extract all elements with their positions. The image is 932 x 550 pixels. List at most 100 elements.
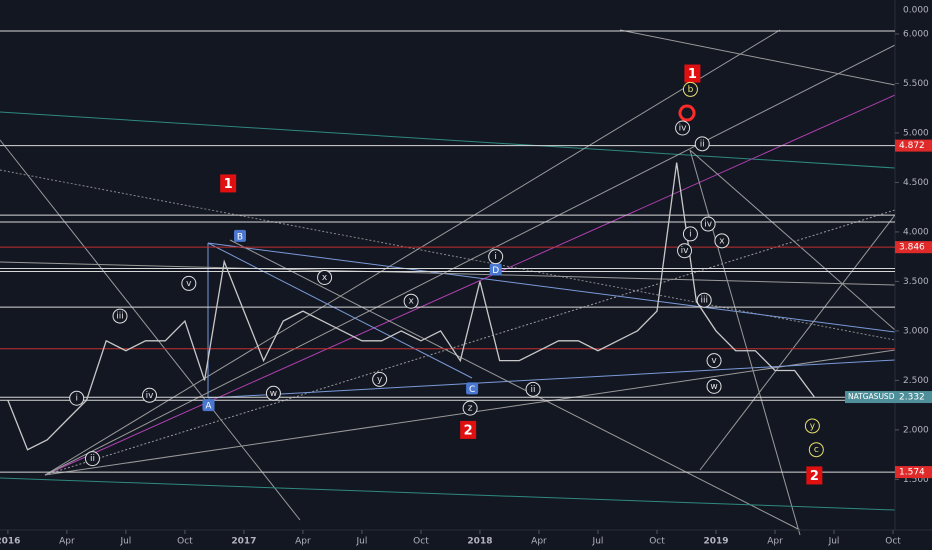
wave-label: z (462, 400, 478, 416)
label-text: z (468, 404, 473, 414)
label-circle (682, 81, 698, 97)
wave-label: 1 (684, 64, 701, 83)
label-circle (808, 442, 824, 458)
x-tick-label: Jul (592, 537, 604, 547)
label-box (806, 466, 823, 485)
label-circle (700, 216, 716, 232)
label-text: D (492, 266, 499, 276)
label-circle (677, 243, 693, 259)
symbol-tag (845, 391, 895, 404)
label-text: B (237, 232, 243, 242)
label-box (202, 399, 215, 412)
label-text: c (814, 445, 819, 455)
label-text: v (186, 279, 192, 289)
label-text: i (494, 252, 497, 262)
wave-label: iii (696, 292, 712, 308)
wave-label: iv (675, 120, 691, 136)
wave-label: 2 (460, 420, 477, 439)
wave-label: x (403, 293, 419, 309)
label-text: 2 (464, 423, 473, 438)
symbol-tag-label: NATGASUSD (848, 392, 895, 401)
label-circle (682, 226, 698, 242)
wave-label: B (233, 229, 246, 242)
label-text: x (719, 236, 725, 246)
wave-label: ii (84, 451, 100, 467)
label-text: ii (531, 385, 536, 395)
wave-label: 2 (806, 466, 823, 485)
label-text: iv (679, 123, 688, 133)
x-tick-label: 2019 (703, 537, 728, 547)
x-tick-label: 2017 (231, 537, 256, 547)
label-circle (525, 381, 541, 397)
x-tick-label: Oct (413, 537, 429, 547)
label-text: 1 (688, 67, 697, 82)
x-tick-label: Jul (119, 537, 131, 547)
x-tick-label: Jul (828, 537, 840, 547)
label-text: x (322, 273, 328, 283)
label-circle (317, 269, 333, 285)
x-tick-label: Oct (177, 537, 193, 547)
wave-label: w (706, 378, 722, 394)
label-text: b (688, 85, 694, 95)
label-text: w (710, 382, 717, 392)
x-tick-label: Apr (767, 537, 783, 547)
label-circle (488, 249, 504, 265)
price-tag (895, 241, 932, 254)
wave-label: b (682, 81, 698, 97)
label-circle (84, 451, 100, 467)
label-box (220, 174, 237, 193)
x-tick-label: 2016 (0, 537, 20, 547)
label-circle (462, 400, 478, 416)
label-text: w (270, 389, 277, 399)
wave-label: ii (694, 136, 710, 152)
label-text: iii (116, 312, 124, 322)
price-tag (895, 466, 932, 479)
price-tag-label: 4.872 (899, 141, 925, 151)
label-box (466, 382, 479, 395)
label-circle (69, 390, 85, 406)
label-text: x (408, 297, 414, 307)
wave-label: iv (677, 243, 693, 259)
label-text: iii (700, 296, 708, 306)
price-tag-label: 3.846 (899, 243, 925, 253)
axis-top-label: 0.000 (903, 6, 929, 16)
label-text: y (810, 421, 816, 431)
label-text: i (689, 229, 692, 239)
label-circle (265, 385, 281, 401)
x-tick-label: Apr (531, 537, 547, 547)
wave-label: A (202, 399, 215, 412)
y-tick-label: 2.500 (903, 376, 929, 386)
label-text: iv (704, 220, 713, 230)
label-text: y (377, 375, 383, 385)
label-circle (372, 371, 388, 387)
wave-label: y (372, 371, 388, 387)
label-circle (706, 378, 722, 394)
y-tick-label: 1.500 (903, 475, 929, 485)
wave-label: i (488, 249, 504, 265)
wave-label: iv (141, 387, 157, 403)
label-circle (112, 308, 128, 324)
y-tick-label: 2.000 (903, 425, 929, 435)
wave-label: v (706, 353, 722, 369)
label-box (489, 263, 502, 276)
x-tick-label: Jul (356, 537, 368, 547)
label-circle (696, 292, 712, 308)
label-text: ii (700, 139, 705, 149)
x-tick-label: Apr (59, 537, 75, 547)
label-circle (714, 233, 730, 249)
label-text: i (75, 394, 78, 404)
x-tick-label: Apr (295, 537, 311, 547)
wave-label: C (466, 382, 479, 395)
label-box (684, 64, 701, 83)
wave-label: v (181, 275, 197, 291)
label-circle (706, 353, 722, 369)
label-circle (694, 136, 710, 152)
y-tick-label: 5.500 (903, 79, 929, 89)
y-tick-label: 3.500 (903, 277, 929, 287)
label-text: iv (681, 246, 690, 256)
price-tag (895, 139, 932, 152)
price-tag-label: 2.332 (899, 393, 925, 403)
wave-label: i (682, 226, 698, 242)
wave-label: iii (112, 308, 128, 324)
label-box (460, 420, 477, 439)
